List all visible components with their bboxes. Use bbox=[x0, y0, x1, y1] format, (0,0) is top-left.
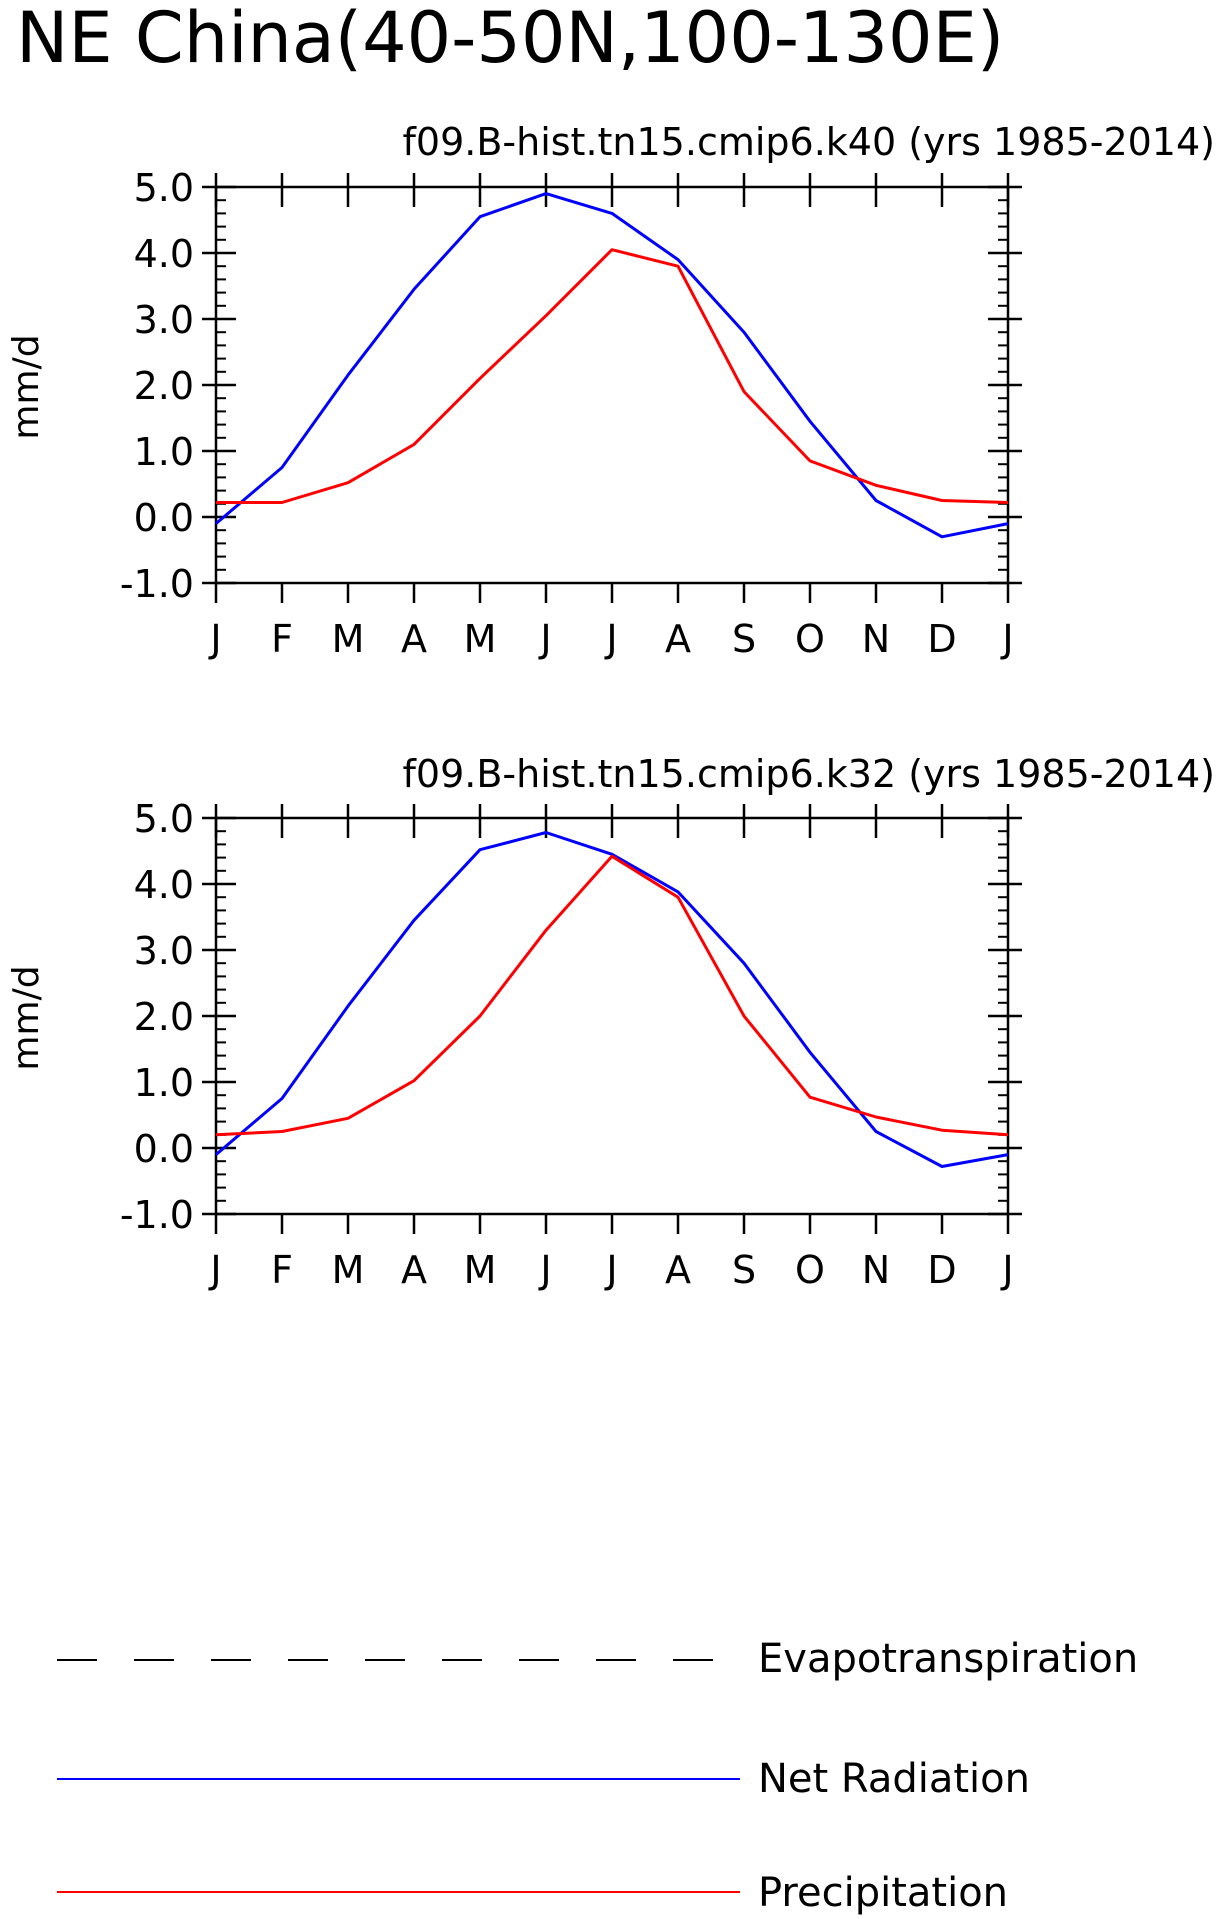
x-tick-label: S bbox=[732, 1248, 756, 1292]
figure-title: NE China(40-50N,100-130E) bbox=[16, 0, 1004, 79]
y-tick-label: 3.0 bbox=[134, 929, 194, 973]
x-tick-label: J bbox=[1000, 617, 1013, 661]
chart-axes-k32: -1.00.01.02.03.04.05.0J F M A M J J A S O N D J bbox=[120, 797, 1022, 1292]
legend-label-precipitation: Precipitation bbox=[758, 1870, 1008, 1916]
x-tick-label: J bbox=[208, 617, 221, 661]
chart-title-k40: f09.B-hist.tn15.cmip6.k40 (yrs 1985-2014… bbox=[403, 120, 1215, 164]
x-tick-label: J bbox=[538, 1248, 551, 1292]
x-tick-label: N bbox=[862, 1248, 890, 1292]
x-tick-label: J bbox=[538, 617, 551, 661]
y-axis-label-k40: mm/d bbox=[6, 334, 47, 439]
y-tick-label: -1.0 bbox=[120, 1193, 194, 1237]
x-tick-label: N bbox=[862, 617, 890, 661]
chart-panel-k32: f09.B-hist.tn15.cmip6.k32 (yrs 1985-2014… bbox=[6, 752, 1215, 1292]
chart-axes-k40: -1.00.01.02.03.04.05.0J F M A M J J A S O N D J bbox=[120, 166, 1022, 661]
y-tick-label: 2.0 bbox=[134, 995, 194, 1039]
x-tick-label: A bbox=[665, 1248, 691, 1292]
x-tick-label: M bbox=[332, 617, 365, 661]
legend-label-net-radiation: Net Radiation bbox=[758, 1756, 1030, 1802]
legend-item-evapotranspiration: Evapotranspiration bbox=[57, 1636, 1138, 1682]
series-line-precipitation bbox=[216, 248, 1009, 504]
y-tick-label: 4.0 bbox=[134, 863, 194, 907]
x-tick-label: A bbox=[665, 617, 691, 661]
x-tick-label: J bbox=[1000, 1248, 1013, 1292]
y-tick-label: 5.0 bbox=[134, 166, 194, 210]
x-tick-label: D bbox=[927, 617, 956, 661]
series-line-precipitation bbox=[215, 854, 1009, 1137]
legend-item-net-radiation: Net Radiation bbox=[57, 1756, 1030, 1802]
x-tick-label: M bbox=[464, 617, 497, 661]
y-tick-label: -1.0 bbox=[120, 562, 194, 606]
plot-frame bbox=[214, 185, 1010, 585]
y-tick-label: 0.0 bbox=[134, 1127, 194, 1171]
legend-item-precipitation: Precipitation bbox=[57, 1870, 1008, 1916]
y-tick-label: 3.0 bbox=[134, 298, 194, 342]
y-tick-label: 5.0 bbox=[134, 797, 194, 841]
y-tick-label: 2.0 bbox=[134, 364, 194, 408]
plot-frame bbox=[214, 816, 1010, 1216]
series-line-net-radiation bbox=[215, 831, 1009, 1168]
y-tick-label: 0.0 bbox=[134, 496, 194, 540]
x-tick-label: J bbox=[208, 1248, 221, 1292]
x-tick-label: S bbox=[732, 617, 756, 661]
x-tick-label: A bbox=[401, 1248, 427, 1292]
y-axis-label-k32: mm/d bbox=[6, 965, 47, 1070]
x-tick-label: F bbox=[271, 617, 293, 661]
x-tick-label: F bbox=[271, 1248, 293, 1292]
y-tick-label: 1.0 bbox=[134, 1061, 194, 1105]
x-tick-label: M bbox=[464, 1248, 497, 1292]
y-tick-label: 1.0 bbox=[134, 430, 194, 474]
legend-label-evapotranspiration: Evapotranspiration bbox=[758, 1636, 1138, 1682]
chart-lines-k40 bbox=[215, 192, 1009, 539]
x-tick-label: D bbox=[927, 1248, 956, 1292]
x-tick-label: A bbox=[401, 617, 427, 661]
y-tick-label: 4.0 bbox=[134, 232, 194, 276]
x-tick-label: J bbox=[604, 1248, 617, 1292]
x-tick-label: O bbox=[795, 617, 825, 661]
chart-panel-k40: f09.B-hist.tn15.cmip6.k40 (yrs 1985-2014… bbox=[6, 120, 1215, 661]
x-tick-label: O bbox=[795, 1248, 825, 1292]
chart-lines-k32 bbox=[215, 831, 1009, 1168]
x-tick-label: M bbox=[332, 1248, 365, 1292]
chart-title-k32: f09.B-hist.tn15.cmip6.k32 (yrs 1985-2014… bbox=[403, 752, 1215, 796]
legend: Evapotranspiration Net Radiation Precipi… bbox=[57, 1636, 1138, 1916]
x-tick-label: J bbox=[604, 617, 617, 661]
